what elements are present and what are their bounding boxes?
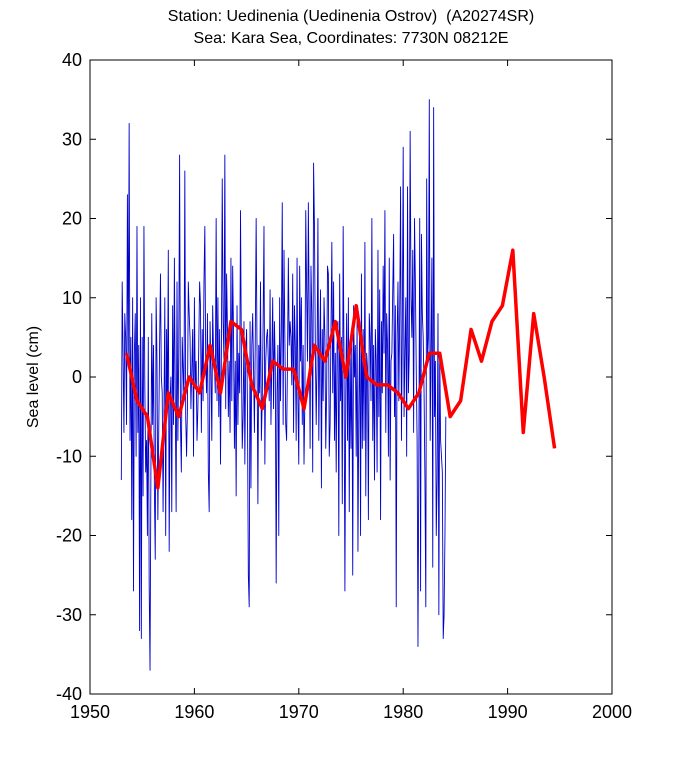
y-tick-label: -30: [56, 605, 82, 625]
y-tick-label: -40: [56, 684, 82, 704]
annual-mean-line: [124, 248, 557, 490]
x-axis: 1950 1960 1970 1980 1990 2000: [70, 60, 632, 722]
y-tick-label: 20: [62, 209, 82, 229]
y-tick-label: 0: [72, 367, 82, 387]
x-tick-label: 1970: [279, 702, 319, 722]
chart-subtitle: Sea: Kara Sea, Coordinates: 7730N 08212E: [193, 30, 509, 47]
x-tick-label: 1950: [70, 702, 110, 722]
y-axis: -40 -30 -20 -10 0 10 20 30 40: [56, 50, 612, 704]
y-tick-label: -20: [56, 526, 82, 546]
x-tick-label: 1990: [488, 702, 528, 722]
annual-series-layer: [124, 248, 557, 490]
monthly-sea-level-line: [120, 99, 447, 671]
chart-title: Station: Uedinenia (Uedinenia Ostrov) (A…: [167, 8, 535, 25]
x-tick-label: 2000: [592, 702, 632, 722]
y-tick-label: -10: [56, 446, 82, 466]
title-block: Station: Uedinenia (Uedinenia Ostrov) (A…: [90, 6, 612, 50]
y-axis-label: Sea level (cm): [25, 326, 42, 428]
x-tick-label: 1980: [383, 702, 423, 722]
y-tick-label: 40: [62, 50, 82, 70]
y-tick-label: 10: [62, 288, 82, 308]
x-tick-label: 1960: [174, 702, 214, 722]
y-tick-label: 30: [62, 129, 82, 149]
monthly-series-layer: [120, 99, 447, 671]
